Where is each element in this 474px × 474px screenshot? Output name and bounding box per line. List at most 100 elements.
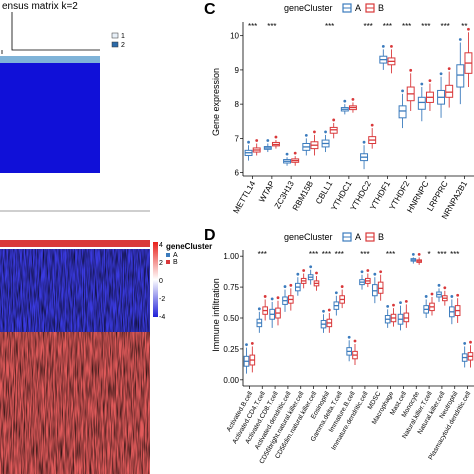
outlier-point [463, 342, 467, 345]
outlier-point [458, 38, 462, 41]
panel-c-plot-area: 678910METTL14***WTAP***ZC3H13RBM15BCBLL1… [230, 22, 474, 221]
y-tick-label: 7 [235, 134, 240, 143]
outlier-point [430, 292, 434, 296]
outlier-point [411, 253, 415, 256]
panel-c-ylabel: Gene expression [211, 68, 221, 136]
consensus-legend-label-1: 1 [121, 33, 125, 40]
outlier-point [255, 139, 259, 142]
outlier-point [447, 67, 451, 71]
outlier-point [257, 307, 261, 311]
outlier-point [469, 340, 472, 344]
outlier-point [399, 301, 402, 305]
significance-label: *** [258, 250, 267, 259]
outlier-point [404, 300, 408, 303]
significance-label: *** [386, 250, 395, 259]
significance-label: *** [322, 250, 331, 259]
box [445, 84, 454, 98]
consensus-legend-swatch-1 [111, 32, 119, 39]
outlier-point [379, 270, 383, 274]
heatmap-scale-tick-label: 0 [159, 278, 163, 285]
significance-label: *** [437, 250, 446, 259]
outlier-point [437, 283, 441, 287]
panel-c-letter: C [204, 1, 216, 18]
panel-d-ylabel: Immune infiltration [211, 278, 221, 352]
outlier-point [392, 303, 395, 307]
heatmap-color-scale [153, 242, 158, 317]
heatmap-legend-swatch-a [166, 253, 170, 257]
outlier-point [263, 295, 267, 298]
outlier-point [304, 133, 308, 137]
y-tick-label: 10 [230, 32, 239, 41]
panel-d-legend: geneCluster A B [284, 232, 384, 242]
outlier-point [409, 68, 413, 72]
y-tick-label: 0.25 [223, 345, 239, 354]
outlier-point [366, 269, 370, 272]
outlier-point [322, 309, 325, 313]
significance-label: *** [440, 22, 449, 31]
outlier-point [373, 272, 377, 276]
consensus-title: ensus matrix k=2 [2, 1, 78, 12]
consensus-cluster-bar [0, 56, 100, 63]
outlier-point [324, 130, 327, 134]
outlier-point [327, 308, 331, 312]
outlier-point [247, 140, 250, 144]
outlier-point [276, 296, 280, 300]
x-tick-label: CBLL1 [314, 179, 335, 206]
y-tick-label: 9 [235, 66, 240, 75]
x-tick-label: METTL14 [232, 179, 258, 215]
panel-c-legend-label-a: A [355, 3, 361, 13]
y-tick-label: 0.75 [223, 283, 239, 292]
heatmap-scale-tick-label: 2 [159, 260, 163, 267]
significance-label: *** [309, 250, 318, 259]
outlier-point [362, 140, 366, 144]
significance-label: ** [461, 22, 467, 31]
outlier-point [417, 253, 421, 256]
significance-label: *** [402, 22, 411, 31]
y-tick-label: 0.00 [223, 376, 239, 385]
significance-label: *** [360, 250, 369, 259]
outlier-point [270, 297, 274, 301]
panel-d-legend-label-b: B [378, 232, 384, 242]
significance-label: * [428, 250, 431, 259]
outlier-point [250, 342, 254, 345]
box [456, 64, 465, 88]
outlier-point [313, 130, 316, 134]
outlier-point [428, 79, 432, 82]
outlier-point [456, 293, 460, 297]
panel-d-legend-label-a: A [355, 232, 361, 242]
outlier-point [315, 271, 318, 275]
panel-c: C geneCluster A B Gene expression 6 7 8 9 10… [204, 1, 474, 221]
heatmap-lower-texture [0, 332, 150, 474]
outlier-point [285, 152, 289, 156]
heatmap-legend-label-a: A [173, 252, 178, 259]
outlier-point [293, 151, 297, 155]
consensus-heatmap-block [0, 63, 100, 173]
outlier-point [309, 265, 313, 269]
heatmap-cluster-bar [0, 240, 150, 247]
panel-d-letter: D [204, 227, 216, 244]
outlier-point [381, 44, 385, 48]
y-tick-label: 1.00 [223, 252, 239, 261]
outlier-point [443, 286, 447, 290]
outlier-point [424, 295, 428, 298]
outlier-point [343, 99, 347, 103]
y-tick-label: 0.50 [223, 314, 239, 323]
outlier-point [360, 270, 364, 274]
outlier-point [340, 285, 344, 288]
consensus-dendrogram [1, 12, 100, 54]
outlier-point [467, 27, 470, 31]
outlier-point [274, 135, 278, 139]
panel-c-legend-label-b: B [378, 3, 384, 13]
panel-d: D geneCluster A B Immune infiltration 0.… [204, 227, 474, 465]
significance-label: *** [267, 22, 276, 31]
panel-c-legend: geneCluster A B [284, 3, 384, 13]
panel-d-legend-title: geneCluster [284, 232, 333, 242]
outlier-point [296, 272, 300, 276]
consensus-panel: ensus matrix k=2 1 2 [0, 1, 125, 173]
y-tick-label: 8 [235, 100, 240, 109]
consensus-legend-swatch-2 [111, 41, 119, 48]
box [398, 105, 407, 119]
significance-label: *** [335, 250, 344, 259]
box [417, 96, 426, 110]
